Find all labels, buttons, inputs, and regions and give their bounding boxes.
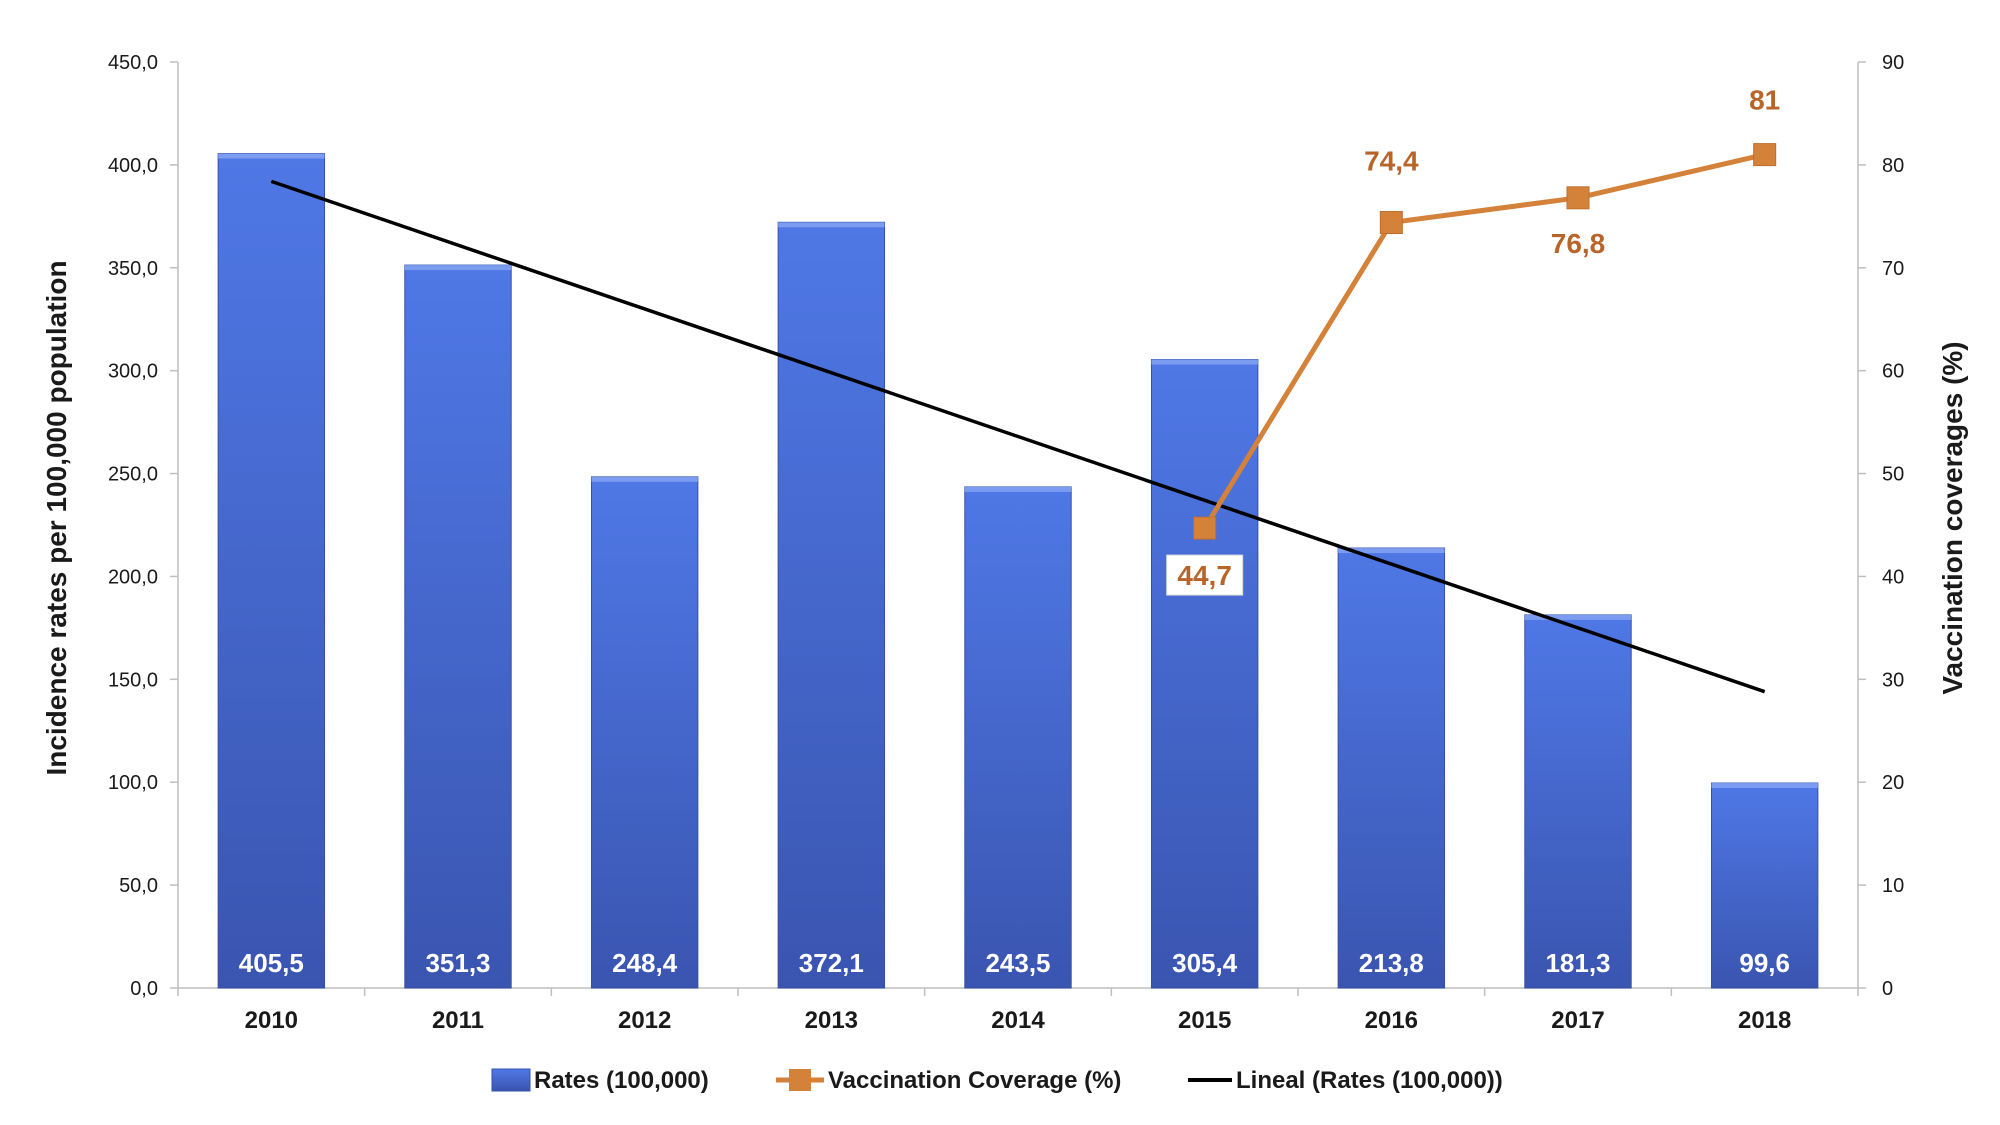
bar xyxy=(404,264,512,989)
trendline-series xyxy=(270,179,1766,694)
legend-bar-swatch xyxy=(491,1068,531,1092)
legend-label-rates: Rates (100,000) xyxy=(534,1067,709,1094)
y-tick-label: 50,0 xyxy=(119,875,158,897)
y2-tick-label: 80 xyxy=(1882,155,1904,177)
bar xyxy=(964,486,1072,989)
y2-tick-label: 50 xyxy=(1882,464,1904,486)
y2-tick-label: 40 xyxy=(1882,566,1904,588)
y-tick-label: 400,0 xyxy=(108,155,158,177)
x-tick-label: 2013 xyxy=(805,1007,858,1034)
y2-tick-label: 0 xyxy=(1882,978,1893,1000)
x-tick-label: 2012 xyxy=(618,1007,671,1034)
coverage-value-label: 76,8 xyxy=(1551,228,1606,259)
x-tick-label: 2014 xyxy=(991,1007,1045,1034)
axes: 0,050,0100,0150,0200,0250,0300,0350,0400… xyxy=(108,52,1904,1034)
bar-highlight xyxy=(1338,548,1445,554)
y-tick-label: 250,0 xyxy=(108,464,158,486)
y2-tick-label: 30 xyxy=(1882,669,1904,691)
bar xyxy=(777,221,886,989)
bar-series xyxy=(217,153,1819,989)
x-tick-label: 2011 xyxy=(432,1007,484,1034)
bar xyxy=(590,476,699,989)
bar-value-label: 248,4 xyxy=(612,948,678,978)
coverage-marker xyxy=(1753,143,1777,167)
bar-value-label: 305,4 xyxy=(1172,948,1238,978)
y-tick-label: 450,0 xyxy=(108,52,158,74)
coverage-marker xyxy=(1193,516,1217,540)
bar-highlight xyxy=(591,476,698,482)
bar-highlight xyxy=(778,222,885,228)
bar-highlight xyxy=(218,153,325,159)
coverage-marker xyxy=(1379,211,1403,235)
coverage-value-label: 44,7 xyxy=(1177,560,1232,591)
bar-value-label: 372,1 xyxy=(799,948,864,978)
coverage-label-box xyxy=(1166,554,1244,596)
y2-tick-label: 90 xyxy=(1882,52,1904,74)
legend-label-trend: Lineal (Rates (100,000)) xyxy=(1236,1067,1503,1094)
bar xyxy=(1710,782,1819,989)
bar xyxy=(217,153,326,989)
coverage-marker xyxy=(1566,186,1590,210)
y2-tick-label: 10 xyxy=(1882,875,1904,897)
bar-value-label: 213,8 xyxy=(1359,948,1424,978)
legend-label-coverage: Vaccination Coverage (%) xyxy=(828,1067,1121,1094)
y-tick-label: 200,0 xyxy=(108,566,158,588)
bar xyxy=(1150,359,1259,989)
data-labels: 405,5 351,3 248,4 372,1 243,5 305,4 213,8 181,3… xyxy=(239,85,1790,978)
coverage-line xyxy=(1202,152,1766,530)
bar-value-label: 405,5 xyxy=(239,948,304,978)
y2-tick-label: 20 xyxy=(1882,772,1904,794)
bar-value-label: 99,6 xyxy=(1739,948,1790,978)
line-series xyxy=(1193,143,1777,540)
bar-highlight xyxy=(964,486,1072,492)
y2-axis-title: Vaccination coverages (%) xyxy=(1937,341,1968,694)
bar xyxy=(1524,614,1632,989)
x-tick-label: 2017 xyxy=(1551,1007,1604,1034)
bar-highlight xyxy=(404,265,512,271)
y-tick-label: 300,0 xyxy=(108,361,158,383)
bar-highlight xyxy=(1524,614,1632,620)
y-tick-label: 0,0 xyxy=(130,978,158,1000)
y-tick-label: 350,0 xyxy=(108,258,158,280)
coverage-value-label: 74,4 xyxy=(1364,146,1419,177)
y-tick-label: 100,0 xyxy=(108,772,158,794)
x-tick-label: 2018 xyxy=(1738,1007,1791,1034)
y-axis-title: Incidence rates per 100,000 population xyxy=(41,260,72,775)
y2-tick-label: 70 xyxy=(1882,258,1904,280)
x-tick-label: 2015 xyxy=(1178,1007,1231,1034)
bar-highlight xyxy=(1151,359,1258,365)
y-tick-label: 150,0 xyxy=(108,669,158,691)
x-tick-label: 2010 xyxy=(245,1007,298,1034)
bar-value-label: 181,3 xyxy=(1545,948,1610,978)
coverage-value-label: 81 xyxy=(1749,85,1780,116)
x-tick-label: 2016 xyxy=(1365,1007,1418,1034)
bar-highlight xyxy=(1711,783,1818,789)
legend-marker-swatch xyxy=(789,1069,811,1091)
y2-tick-label: 60 xyxy=(1882,361,1904,383)
bar xyxy=(1337,547,1446,989)
legend: Rates (100,000) Vaccination Coverage (%) L… xyxy=(491,1067,1503,1094)
bar-value-label: 351,3 xyxy=(425,948,490,978)
trendline xyxy=(270,179,1766,694)
bar-value-label: 243,5 xyxy=(985,948,1050,978)
